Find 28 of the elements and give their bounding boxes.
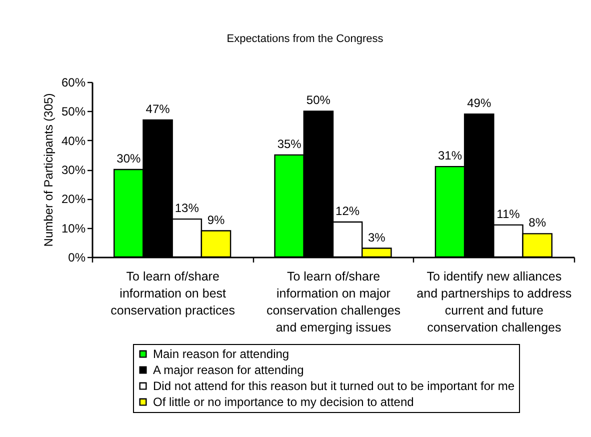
data-label: 12% bbox=[336, 204, 360, 218]
legend-label: Of little or no importance to my decision to attend bbox=[153, 395, 414, 409]
legend-label: A major reason for attending bbox=[153, 363, 304, 377]
data-label: 47% bbox=[146, 102, 170, 116]
data-label: 9% bbox=[207, 212, 225, 227]
y-tick-label: 40% bbox=[61, 134, 86, 148]
data-label: 30% bbox=[116, 152, 142, 166]
data-label: 11% bbox=[496, 206, 520, 221]
x-tick-label: To learn of/share information on best conservation practices bbox=[110, 270, 236, 318]
data-label: 3% bbox=[368, 230, 386, 244]
data-label: 49% bbox=[467, 96, 492, 110]
data-label: 13% bbox=[174, 201, 200, 216]
chart-title: Expectations from the Congress bbox=[226, 33, 384, 45]
data-label: 35% bbox=[277, 136, 302, 151]
x-tick-label: To identify new alliances and partnerships to address current and future conservation challenges bbox=[416, 270, 572, 334]
data-label: 50% bbox=[306, 93, 331, 108]
data-label: 8% bbox=[528, 216, 546, 230]
y-axis-title: Number of Participants (305) bbox=[41, 93, 56, 247]
y-tick-label: 20% bbox=[61, 192, 86, 206]
legend-label: Main reason for attending bbox=[153, 347, 290, 361]
x-tick-label: To learn of/share information on major conservation challenges and emerging issues bbox=[266, 270, 401, 334]
y-tick-label: 0% bbox=[68, 250, 86, 264]
data-label: 31% bbox=[438, 148, 462, 163]
legend-label: Did not attend for this reason but it turned out to be important for me bbox=[153, 379, 515, 393]
y-tick-label: 30% bbox=[61, 163, 86, 177]
y-tick-label: 50% bbox=[61, 104, 86, 119]
y-tick-label: 10% bbox=[61, 221, 86, 236]
y-tick-label: 60% bbox=[61, 76, 86, 90]
